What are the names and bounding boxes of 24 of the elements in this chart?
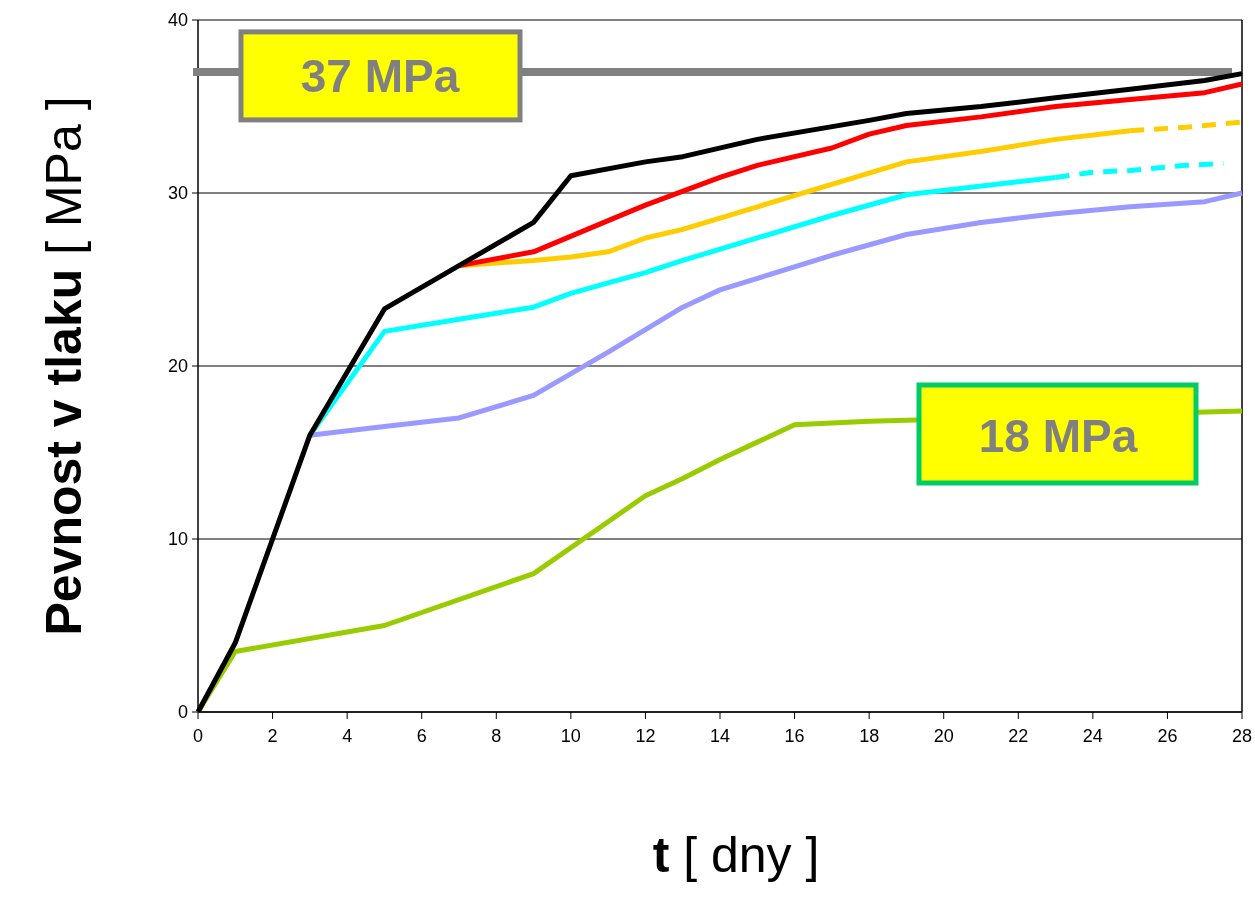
y-axis-title: Pevnost v tlaku [ MPa ] (35, 96, 92, 636)
y-tick-label: 0 (177, 702, 188, 723)
annotation: 18 MPa (978, 410, 1138, 463)
y-tick-label: 30 (167, 183, 188, 204)
x-tick-label: 26 (1157, 726, 1178, 746)
x-tick-label: 10 (560, 726, 581, 746)
x-tick-label: 22 (1008, 726, 1029, 746)
x-tick-label: 28 (1231, 726, 1253, 746)
y-tick-label: 20 (167, 356, 188, 377)
ref-line-label: 37 MPa (300, 50, 460, 102)
x-tick-label: 4 (342, 726, 353, 746)
x-tick-label: 16 (784, 726, 805, 746)
x-tick-label: 20 (933, 726, 954, 746)
y-tick-label: 40 (167, 10, 188, 31)
x-tick-label: 12 (635, 726, 656, 746)
x-tick-label: 0 (192, 726, 204, 746)
x-tick-label: 14 (709, 726, 731, 746)
x-tick-label: 18 (859, 726, 880, 746)
x-tick-label: 8 (491, 726, 502, 746)
x-tick-label: 2 (267, 726, 278, 746)
y-tick-label: 10 (167, 529, 188, 550)
x-tick-label: 6 (416, 726, 427, 746)
x-axis-title: t [ dny ] (652, 827, 820, 883)
x-tick-label: 24 (1082, 726, 1103, 746)
